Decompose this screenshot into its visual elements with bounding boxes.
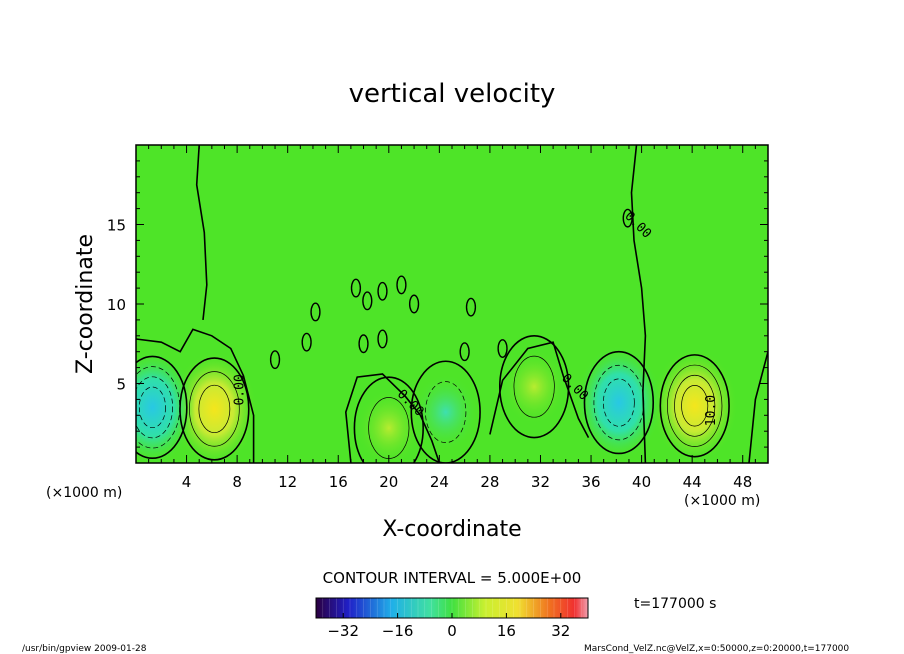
x-tick-label: 40 (632, 473, 651, 491)
contour-positive (674, 374, 716, 437)
field-shading (136, 345, 738, 463)
colorbar-ticks: −32 −16 0 16 32 (327, 613, 570, 640)
downdraft-shading (575, 345, 662, 460)
x-axis: 4 8 12 16 20 24 28 32 36 40 44 48 (148, 145, 756, 491)
colorbar-tick-label: −32 (327, 622, 359, 640)
updraft-shading (171, 351, 258, 463)
contour-positive (667, 364, 723, 447)
contour-positive (498, 334, 570, 439)
contour-zero-loop (396, 275, 407, 295)
contour-zero (344, 373, 441, 463)
footer-right: MarsCond_VelZ.nc@VelZ,x=0:50000,z=0:2000… (584, 644, 849, 654)
x-tick-label: 16 (329, 473, 348, 491)
contour-zero-loop (310, 302, 321, 322)
x-unit-right: (×1000 m) (684, 493, 760, 509)
x-tick-label: 48 (733, 473, 752, 491)
contour-zero (136, 328, 255, 463)
contour-zero-loop (269, 350, 281, 370)
contour-zero-loop (497, 339, 508, 358)
contour-zero-loop (377, 281, 388, 301)
x-tick-label: 4 (182, 473, 192, 491)
contour-label: 0.00 (232, 374, 247, 405)
contour-negative (583, 350, 655, 455)
y-axis-label: Z-coordinate (73, 234, 98, 374)
contour-positive (659, 354, 730, 458)
x-tick-label: 36 (581, 473, 600, 491)
contour-negative (138, 386, 166, 429)
contour-zero (748, 351, 768, 463)
updraft-shading (355, 389, 422, 463)
downdraft-shading (136, 350, 196, 463)
x-tick-label: 44 (683, 473, 702, 491)
contour-negative (602, 378, 635, 427)
y-tick-label: 15 (107, 217, 126, 235)
downdraft-shading (412, 373, 479, 451)
contour-negative (136, 366, 181, 449)
contour-zero (630, 145, 647, 463)
contour-positive (681, 385, 709, 427)
contour-zero-loop (465, 297, 477, 317)
contour-positive (198, 384, 231, 434)
time-label: t=177000 s (634, 596, 716, 612)
x-tick-label: 28 (480, 473, 499, 491)
contour-negative (425, 381, 467, 443)
contour-zero-loop (408, 294, 420, 314)
contour-positive (513, 355, 555, 418)
contour-zero (195, 145, 208, 320)
contour-zero-loop (362, 291, 373, 311)
x-tick-label: 32 (531, 473, 550, 491)
updraft-shading (651, 348, 738, 463)
colorbar-tick-label: 16 (497, 622, 516, 640)
colorbar-tick-label: −16 (382, 622, 414, 640)
contour-positive (353, 376, 424, 463)
x-tick-label: 8 (232, 473, 242, 491)
contour-positive (189, 371, 240, 447)
x-axis-label: X-coordinate (382, 517, 521, 542)
contour-negative (136, 376, 173, 439)
colorbar-tick-label: 0 (447, 622, 457, 640)
contour-zero (489, 341, 590, 438)
contour-zero-loop (301, 332, 312, 352)
contour-zero-loop (350, 278, 362, 298)
x-tick-label: 24 (430, 473, 449, 491)
updraft-shading (501, 348, 568, 425)
contour-zero-loop (622, 208, 633, 228)
contour-label: 10.0 (704, 395, 719, 426)
colorbar-gradient (316, 598, 588, 618)
plot-area (136, 145, 768, 463)
y-tick-label: 5 (116, 376, 126, 394)
x-tick-label: 20 (379, 473, 398, 491)
contour-lines (136, 145, 768, 463)
y-axis: 5 10 15 (107, 160, 768, 448)
colorbar: −32 −16 0 16 32 (315, 597, 589, 640)
contour-zero-loop (377, 329, 388, 349)
x-unit-left: (×1000 m) (46, 485, 122, 501)
colorbar-bands (322, 598, 582, 618)
y-tick-label: 10 (107, 296, 126, 314)
chart-title: vertical velocity (349, 79, 556, 109)
x-tick-label: 12 (278, 473, 297, 491)
footer-left: /usr/bin/gpview 2009-01-28 (22, 644, 147, 654)
contour-zero-loop (358, 334, 369, 354)
contour-negative (136, 355, 188, 460)
contour-zero-loop (459, 342, 470, 362)
contour-interval-label: CONTOUR INTERVAL = 5.000E+00 (323, 569, 582, 587)
colorbar-tick-label: 32 (551, 622, 570, 640)
